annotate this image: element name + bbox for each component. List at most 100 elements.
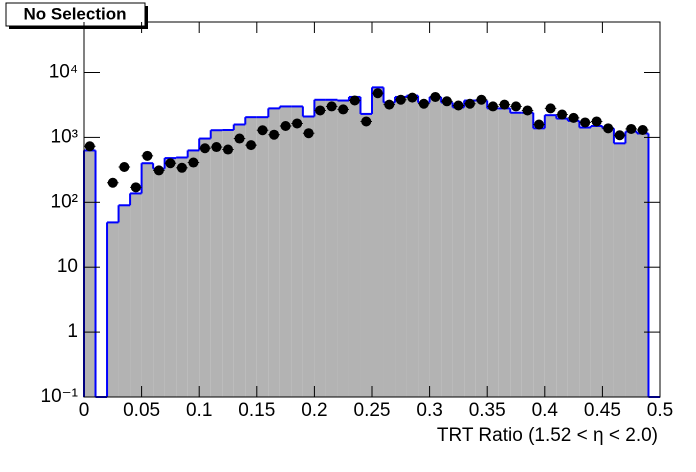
data-point [119, 161, 130, 172]
histogram-bar [256, 117, 269, 398]
histogram-bar [602, 128, 614, 397]
histogram-bar [579, 127, 591, 397]
histogram-bar [487, 108, 499, 398]
data-point [522, 105, 533, 116]
y-tick-label: 10² [51, 191, 78, 212]
data-point [568, 112, 579, 123]
histogram-bar [510, 112, 522, 397]
data-point [407, 92, 418, 103]
histogram-bar [464, 100, 476, 397]
data-point [338, 104, 349, 115]
histogram-bar [418, 102, 430, 397]
histogram-bar [441, 102, 453, 397]
data-point [130, 182, 141, 193]
x-tick-label: 0.15 [238, 400, 275, 421]
plot-area [83, 86, 660, 398]
data-point [557, 109, 568, 120]
data-point [499, 99, 510, 110]
x-tick-label: 0.05 [123, 400, 160, 421]
data-point [372, 88, 383, 99]
data-point [280, 120, 291, 131]
histogram-bar [544, 115, 557, 397]
data-point [614, 130, 625, 141]
histogram-bar [360, 113, 372, 397]
data-point [591, 116, 602, 127]
x-tick-label: 0.3 [416, 400, 442, 421]
data-point [188, 157, 199, 168]
data-point [211, 142, 222, 153]
histogram-bar [590, 125, 603, 397]
histogram-bar [325, 99, 338, 397]
data-point [153, 165, 164, 176]
histogram-bar [164, 158, 177, 397]
data-point [580, 117, 591, 128]
data-point [257, 125, 268, 136]
x-axis-label: TRT Ratio (1.52 < η < 2.0) [437, 425, 658, 446]
data-point [142, 150, 153, 161]
histogram-bar [475, 100, 488, 397]
data-point [303, 128, 314, 139]
data-point [315, 105, 326, 116]
histogram-bar [118, 205, 131, 397]
histogram-bar [187, 150, 200, 397]
histogram-bar [176, 157, 188, 397]
y-tick-label: 1 [67, 321, 78, 342]
data-point [246, 140, 257, 151]
histogram-bar [452, 107, 465, 397]
histogram-bar [567, 120, 580, 398]
histogram-bar [636, 133, 649, 397]
histogram-bar [395, 96, 407, 398]
histogram-bar [613, 143, 626, 397]
y-tick-label: 10⁴ [49, 62, 78, 83]
x-tick-label: 0.1 [186, 400, 212, 421]
data-point [511, 101, 521, 112]
histogram-bar [348, 96, 361, 398]
x-tick-label: 0.5 [647, 400, 673, 421]
data-point [418, 98, 429, 109]
data-point [176, 162, 187, 173]
data-point [165, 158, 176, 169]
histogram-bar [406, 95, 419, 397]
histogram-bar [498, 108, 511, 398]
x-tick-label: 0.4 [532, 400, 559, 421]
histogram-bar [383, 102, 396, 397]
title-box [5, 2, 146, 27]
data-point [395, 94, 406, 105]
histogram-bar [107, 222, 119, 397]
data-point [384, 99, 395, 110]
data-point [430, 91, 441, 102]
y-tick-label: 10³ [51, 126, 78, 147]
histogram-bar [84, 150, 96, 397]
histogram-bar [372, 87, 384, 398]
data-point [234, 133, 245, 144]
data-point [453, 100, 464, 111]
data-point [292, 118, 303, 129]
data-point [199, 143, 210, 154]
y-tick-label: 10⁻¹ [41, 386, 79, 407]
histogram-bar [141, 163, 154, 397]
histogram-bar [429, 96, 442, 398]
data-point [223, 144, 233, 155]
data-point [545, 103, 556, 114]
data-point [487, 101, 498, 112]
data-point [349, 95, 360, 106]
data-point [637, 125, 648, 136]
histogram-bar [222, 130, 234, 397]
data-point [476, 94, 487, 105]
data-point [361, 116, 372, 127]
histogram-bar [279, 106, 292, 397]
data-point [603, 123, 614, 134]
data-point [534, 119, 545, 130]
x-tick-label: 0.35 [469, 400, 506, 421]
data-point [626, 123, 637, 134]
histogram-bar [337, 100, 349, 397]
x-tick-label: 0.45 [584, 400, 621, 421]
data-point [464, 98, 475, 109]
histogram-bar [233, 124, 246, 398]
data-point [269, 129, 280, 140]
histogram-bar [291, 106, 303, 397]
data-point [84, 141, 95, 152]
data-point [107, 177, 118, 188]
histogram-bar [130, 193, 142, 397]
